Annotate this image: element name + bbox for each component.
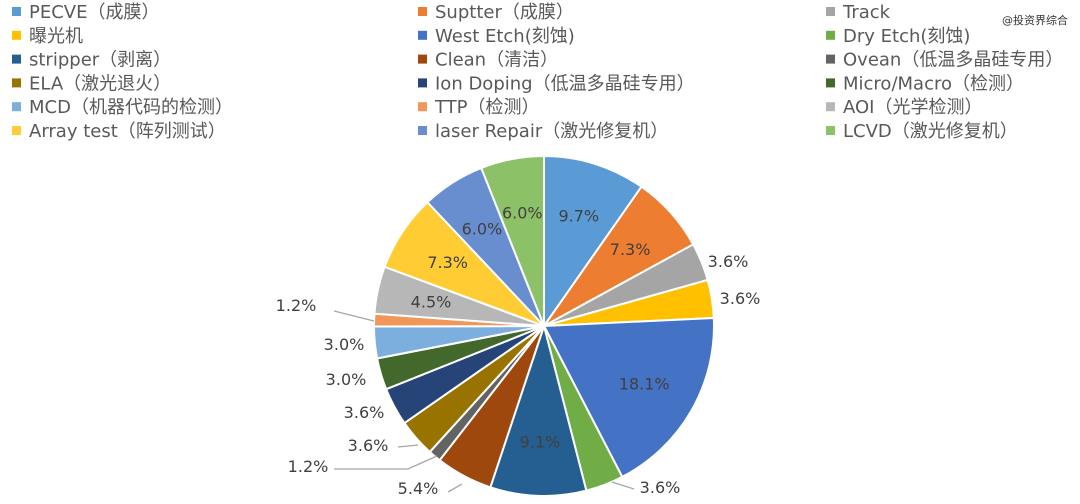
- legend-item: Ion Doping（低温多晶硅专用）: [418, 73, 695, 94]
- legend-label: stripper（剥离）: [29, 50, 171, 71]
- legend-item: West Etch(刻蚀): [418, 26, 575, 47]
- legend-label: ELA（激光退火）: [29, 73, 171, 94]
- legend-label: Clean（清洁）: [435, 50, 558, 71]
- legend-item: Suptter（成膜）: [418, 2, 574, 23]
- legend-item: laser Repair（激光修复机）: [418, 121, 668, 142]
- data-label: 6.0%: [502, 204, 543, 223]
- data-label: 4.5%: [411, 292, 452, 311]
- data-label: 3.0%: [324, 335, 365, 354]
- data-label: 6.0%: [462, 220, 503, 239]
- data-label: 9.1%: [520, 433, 561, 452]
- legend-item: Track: [826, 2, 891, 23]
- legend-label: 曝光机: [29, 26, 83, 47]
- legend-label: Dry Etch(刻蚀): [843, 26, 970, 47]
- data-label: 3.6%: [344, 403, 385, 422]
- data-label: 3.6%: [708, 252, 749, 271]
- legend-item: AOI（光学检测）: [826, 97, 982, 118]
- data-label: 3.6%: [348, 436, 389, 455]
- data-label: 5.4%: [398, 479, 439, 498]
- legend-item: LCVD（激光修复机）: [826, 121, 1018, 142]
- pie-slice: [542, 316, 715, 479]
- data-label: 7.3%: [610, 240, 651, 259]
- legend-label: Track: [842, 2, 891, 23]
- pie-slice: [543, 154, 643, 330]
- legend-label: LCVD（激光修复机）: [843, 121, 1018, 142]
- legend-label: West Etch(刻蚀): [435, 26, 575, 47]
- pie-slices: [372, 154, 715, 497]
- legend-swatch: [826, 126, 835, 135]
- legend-item: TTP（检测）: [418, 97, 540, 118]
- legend-swatch: [418, 7, 427, 16]
- data-label: 9.7%: [558, 207, 599, 226]
- legend: PECVE（成膜） Suptter（成膜） Track 曝光机 West Etch(刻蚀…: [12, 2, 1063, 142]
- legend-swatch: [12, 78, 21, 88]
- legend-swatch: [418, 54, 427, 64]
- data-label: 3.6%: [720, 289, 761, 308]
- legend-label: MCD（机器代码的检测）: [29, 97, 233, 118]
- legend-swatch: [12, 7, 21, 16]
- leader-line: [333, 310, 375, 322]
- leader-line: [334, 455, 438, 470]
- legend-swatch: [826, 102, 835, 112]
- pie-slice: [480, 154, 545, 327]
- legend-item: Clean（清洁）: [418, 50, 558, 71]
- leader-lines: [333, 310, 635, 493]
- legend-swatch: [418, 78, 427, 88]
- legend-label: Ion Doping（低温多晶硅专用）: [435, 73, 695, 94]
- legend-item: PECVE（成膜）: [12, 2, 159, 23]
- legend-swatch: [12, 30, 21, 40]
- data-labels: 9.7% 7.3% 3.6% 3.6% 18.1% 3.6% 9.1% 5.4% 1.2% 3.6…: [276, 204, 761, 499]
- legend-label: PECVE（成膜）: [29, 2, 159, 23]
- legend-swatch: [418, 126, 427, 135]
- legend-label: Array test（阵列测试）: [29, 121, 226, 142]
- data-label: 1.2%: [276, 296, 317, 315]
- legend-item: MCD（机器代码的检测）: [12, 97, 233, 118]
- legend-label: Ovean（低温多晶硅专用）: [843, 50, 1063, 71]
- legend-label: laser Repair（激光修复机）: [435, 121, 668, 142]
- legend-swatch: [418, 30, 427, 40]
- data-label: 7.3%: [427, 253, 468, 272]
- legend-swatch: [12, 102, 21, 112]
- data-label: 3.0%: [326, 370, 367, 389]
- legend-item: ELA（激光退火）: [12, 73, 171, 94]
- legend-label: Suptter（成膜）: [435, 2, 574, 23]
- legend-item: Array test（阵列测试）: [12, 121, 226, 142]
- legend-swatch: [418, 102, 427, 112]
- legend-label: Micro/Macro（检测）: [843, 73, 1024, 94]
- leader-line: [611, 481, 635, 490]
- watermark: @投资界综合: [1002, 13, 1068, 27]
- legend-swatch: [826, 30, 835, 40]
- legend-swatch: [12, 126, 21, 135]
- legend-item: Dry Etch(刻蚀): [826, 26, 970, 47]
- pie-slice: [489, 322, 588, 497]
- legend-item: Ovean（低温多晶硅专用）: [826, 50, 1063, 71]
- legend-item: 曝光机: [12, 26, 83, 47]
- legend-label: TTP（检测）: [434, 97, 540, 118]
- legend-item: stripper（剥离）: [12, 50, 171, 71]
- legend-swatch: [12, 54, 21, 64]
- leader-line: [397, 444, 419, 448]
- data-label: 18.1%: [619, 375, 670, 394]
- legend-item: Micro/Macro（检测）: [826, 73, 1024, 94]
- data-label: 3.6%: [640, 478, 681, 497]
- legend-swatch: [826, 54, 835, 64]
- data-label: 1.2%: [288, 457, 329, 476]
- legend-swatch: [826, 7, 835, 16]
- legend-label: AOI（光学检测）: [843, 97, 982, 118]
- leader-line: [447, 483, 463, 493]
- legend-swatch: [826, 78, 835, 88]
